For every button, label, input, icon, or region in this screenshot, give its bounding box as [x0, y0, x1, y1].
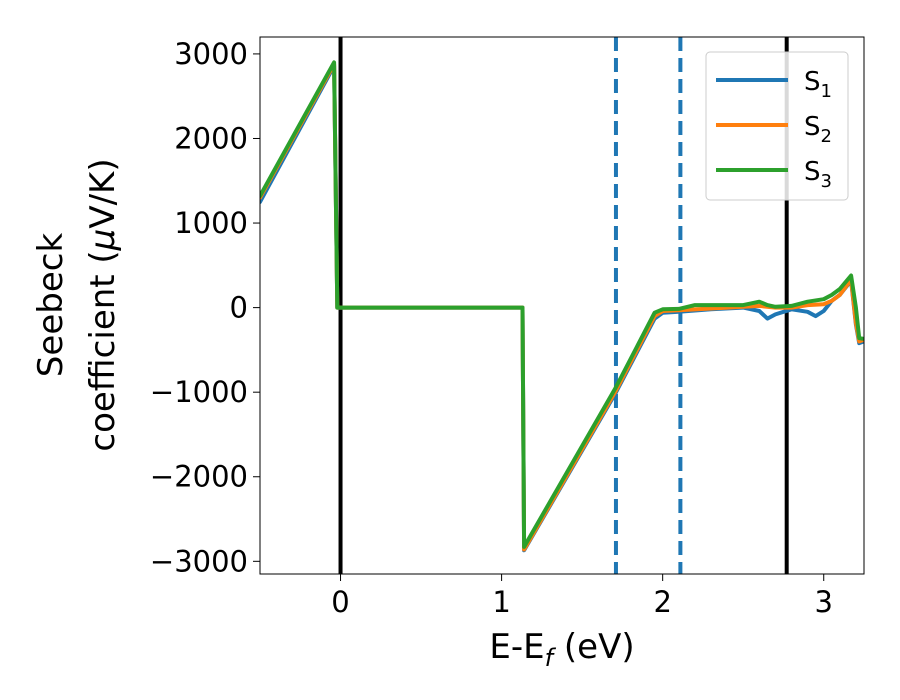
legend-label-s2: S2	[804, 112, 832, 147]
x-tick-label: 1	[492, 585, 510, 619]
series-line-s3	[260, 60, 864, 549]
x-axis: 0 1 2 3	[331, 574, 833, 619]
legend-label-s3: S3	[804, 157, 832, 192]
plot-frame	[259, 36, 865, 575]
y-axis-label: Seebeck coefficient (μV/K)	[31, 158, 123, 451]
y-tick-label: 3000	[174, 37, 248, 71]
y-tick-label: 1000	[174, 206, 248, 240]
x-tick-label: 3	[815, 585, 833, 619]
y-axis-label-line1: Seebeck	[31, 233, 71, 378]
x-axis-label: E-Ef (eV)	[489, 627, 634, 672]
legend: S1 S2 S3	[705, 51, 849, 201]
y-tick-label: 0	[230, 291, 248, 325]
y-axis-label-line2: coefficient (μV/K)	[83, 158, 123, 451]
y-tick-label: 2000	[174, 121, 248, 155]
x-tick-label: 0	[331, 585, 349, 619]
x-tick-label: 2	[653, 585, 671, 619]
y-tick-label: −3000	[150, 544, 248, 578]
legend-label-s1: S1	[804, 67, 832, 102]
series-layer	[260, 60, 864, 553]
y-tick-label: −1000	[150, 375, 248, 409]
y-axis: −3000 −2000 −1000 0 1000 2000 3000	[150, 37, 260, 578]
y-tick-label: −2000	[150, 460, 248, 494]
